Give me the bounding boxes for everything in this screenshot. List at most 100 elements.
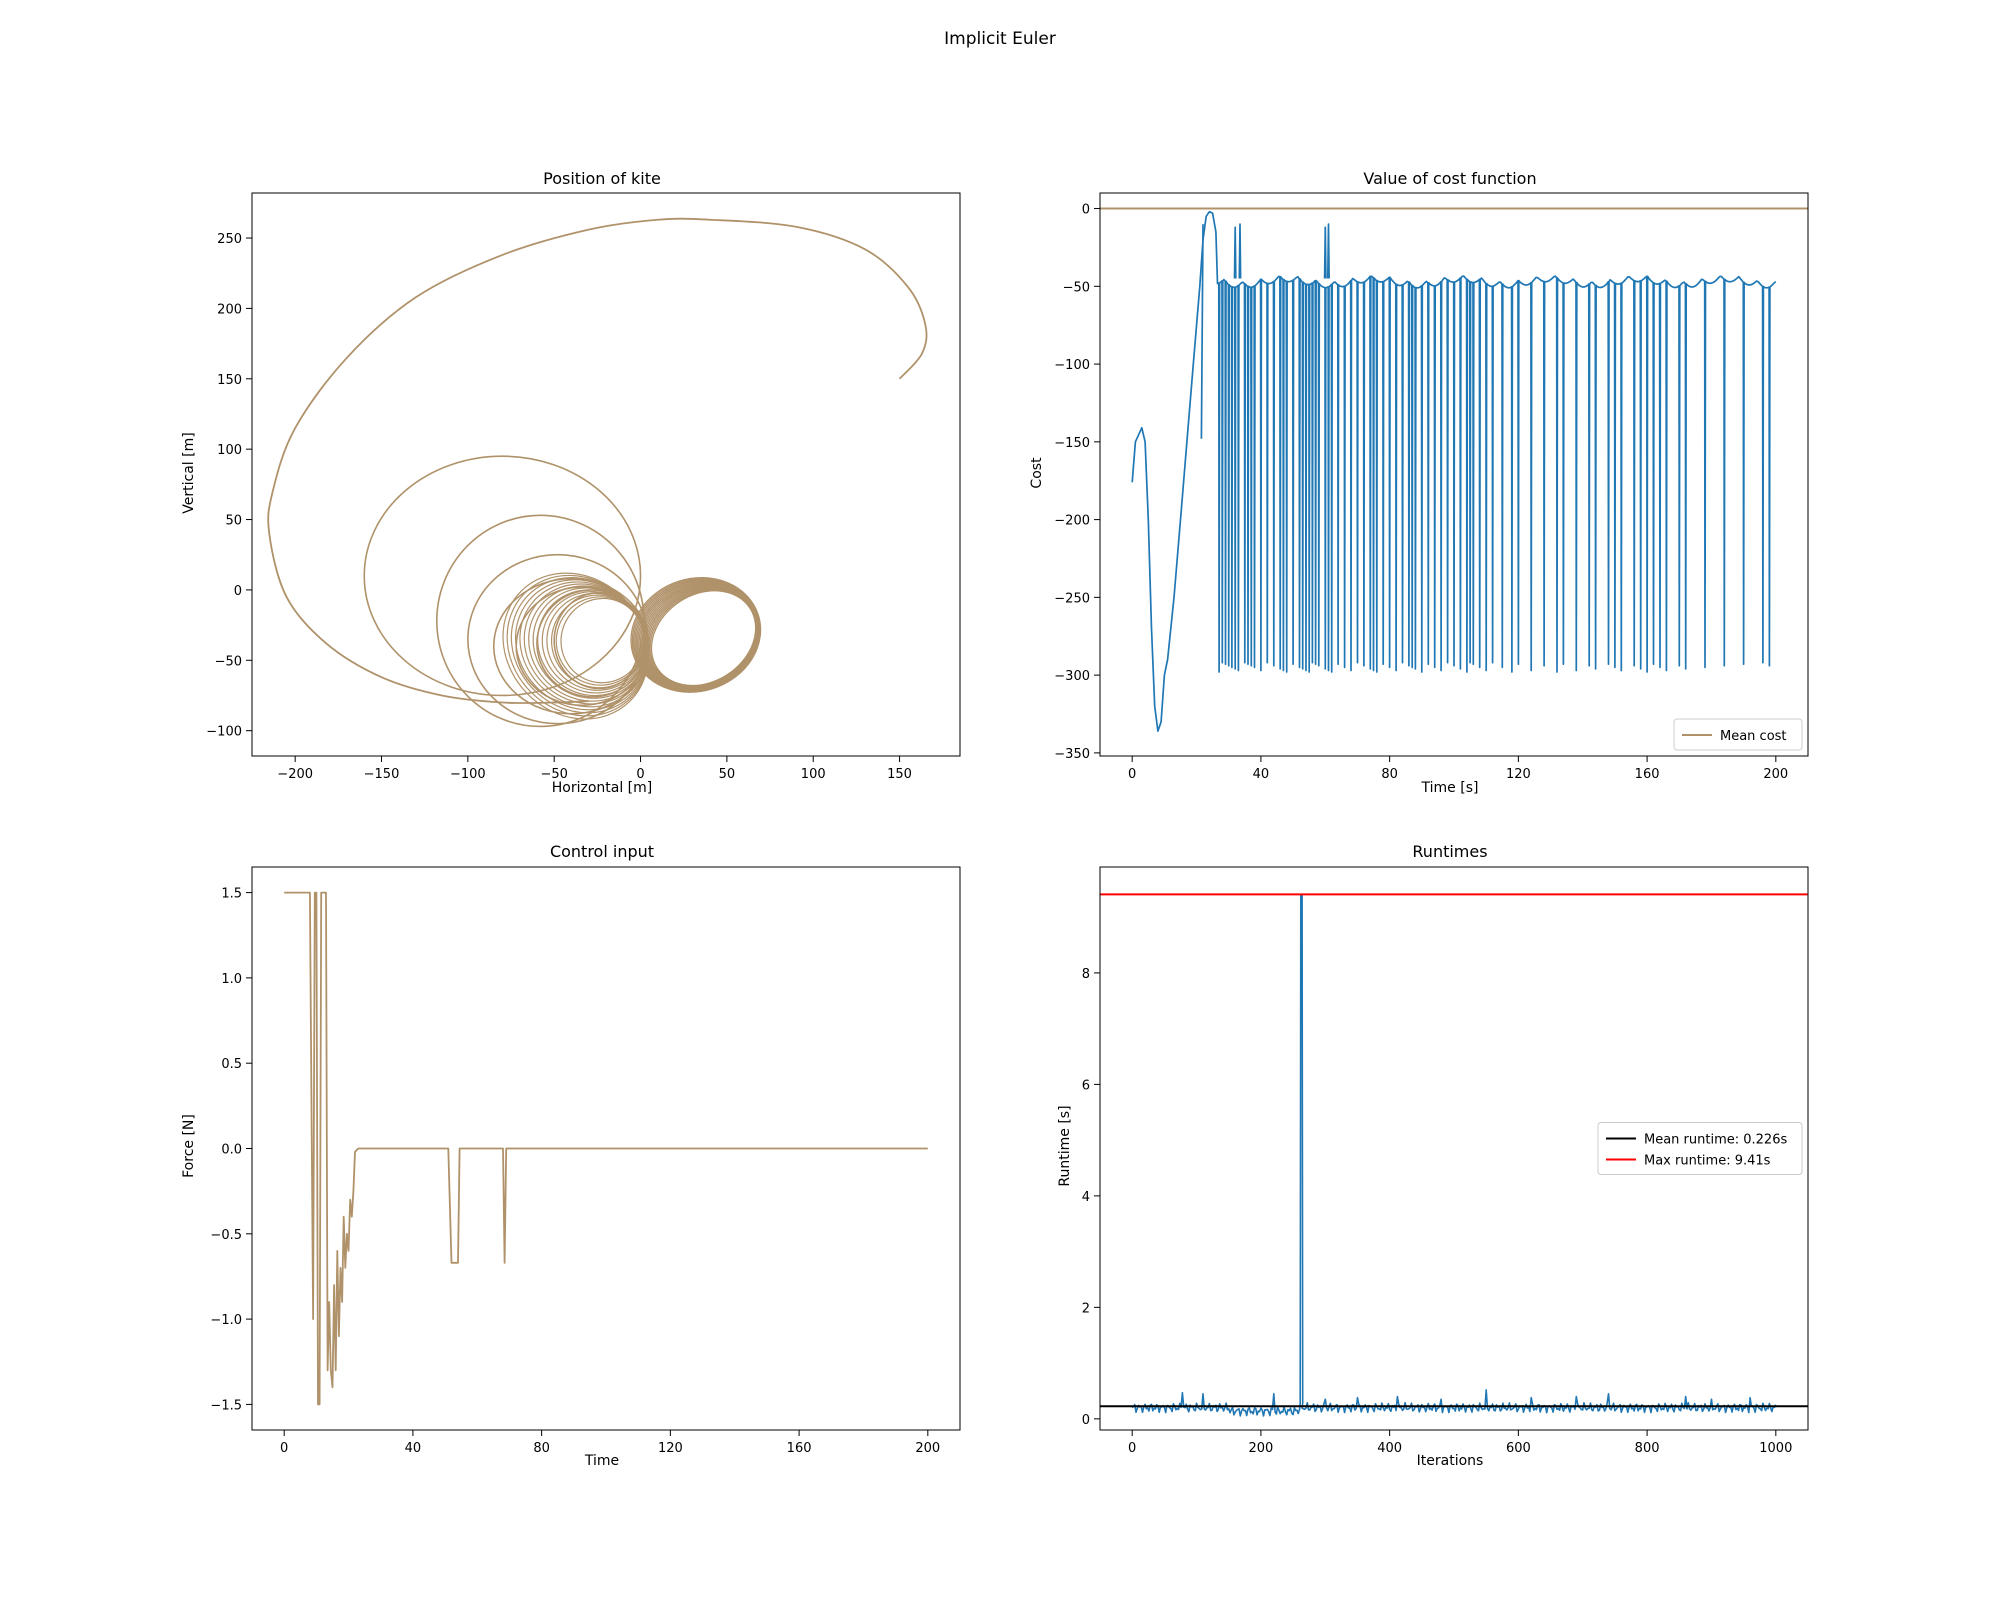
control-chart-xtick-label: 120 <box>658 1441 683 1456</box>
trajectory-outer-spiral <box>267 217 928 704</box>
cost-chart-xtick-label: 200 <box>1763 767 1788 782</box>
position-chart-xtick-label: −200 <box>277 767 313 782</box>
cost-chart-ytick-label: −200 <box>1054 514 1090 529</box>
runtimes-chart-ytick-label: 6 <box>1082 1078 1090 1093</box>
cost-spike <box>1323 226 1327 279</box>
control-chart-ytick-label: −0.5 <box>210 1228 242 1243</box>
cost-chart-legend: Mean cost <box>1673 718 1803 751</box>
runtimes-chart-frame <box>1099 866 1809 1431</box>
position-chart-xtick-label: 100 <box>801 767 826 782</box>
position-chart-ytick-label: −100 <box>206 725 242 740</box>
position-chart-ytick-label: 200 <box>217 302 242 317</box>
cost-chart-ytick-label: −100 <box>1054 358 1090 373</box>
control-chart-xtick-label: 200 <box>915 1441 940 1456</box>
cost-chart-xlabel: Time [s] <box>1421 780 1479 796</box>
cost-spike <box>1326 223 1330 279</box>
cost-chart-ytick-label: −150 <box>1054 436 1090 451</box>
position-chart-frame <box>251 192 961 757</box>
position-chart-ylabel: Vertical [m] <box>181 432 197 513</box>
cost-chart-legend-label: Mean cost <box>1720 729 1787 744</box>
control-chart-xlabel: Time <box>584 1453 619 1469</box>
runtimes-chart-ytick-label: 0 <box>1082 1413 1090 1428</box>
position-chart-title: Position of kite <box>543 169 661 188</box>
cost-chart-legend-box <box>1673 718 1803 751</box>
runtimes-chart-xlabel: Iterations <box>1417 1453 1484 1469</box>
position-chart-xtick-label: −100 <box>450 767 486 782</box>
runtimes-chart-xtick-label: 800 <box>1635 1441 1660 1456</box>
cost-chart-ytick-label: −350 <box>1054 747 1090 762</box>
cost-chart-frame <box>1099 192 1809 757</box>
cost-spike <box>1233 226 1237 279</box>
control-chart-xtick-label: 160 <box>787 1441 812 1456</box>
cost-spike <box>1200 224 1204 439</box>
position-chart-xlabel: Horizontal [m] <box>552 780 653 796</box>
runtimes-chart-ytick-label: 2 <box>1082 1301 1090 1316</box>
control-chart-ytick-label: −1.0 <box>210 1313 242 1328</box>
position-chart-ytick-label: 0 <box>234 584 242 599</box>
position-chart-ytick-label: 100 <box>217 443 242 458</box>
trajectory-inner-loop <box>502 572 649 720</box>
control-chart: Control input Time Force [N] 0 40 80 120 160… <box>181 842 961 1469</box>
position-chart-ytick-label: −50 <box>215 654 242 669</box>
position-chart-series-group <box>267 217 928 728</box>
runtimes-chart-ytick-label: 4 <box>1082 1190 1090 1205</box>
trajectory-inner-loop <box>550 594 646 689</box>
position-chart-ytick-label: 50 <box>225 514 242 529</box>
control-chart-ytick-label: 0.5 <box>221 1057 242 1072</box>
position-chart-ytick-label: 250 <box>217 232 242 247</box>
cost-chart-ytick-label: 0 <box>1082 203 1090 218</box>
control-chart-ytick-label: −1.5 <box>210 1398 242 1413</box>
cost-spike <box>1238 223 1242 279</box>
figure-title: Implicit Euler <box>944 29 1056 49</box>
runtimes-chart: Runtimes Iterations Runtime [s] 0 200 400 6… <box>1057 842 1809 1469</box>
cost-chart-xtick-label: 160 <box>1635 767 1660 782</box>
trajectory-inner-loop <box>546 592 647 691</box>
control-chart-series-group <box>284 891 928 1406</box>
runtimes-chart-xtick-label: 600 <box>1506 1441 1531 1456</box>
cost-series-line <box>1131 210 1777 732</box>
trajectory-lobe-loop <box>650 590 757 687</box>
cost-chart-xtick-label: 120 <box>1506 767 1531 782</box>
position-chart-xtick-label: 0 <box>636 767 644 782</box>
control-chart-xtick-label: 40 <box>405 1441 422 1456</box>
position-chart-xtick-label: −50 <box>540 767 567 782</box>
runtimes-chart-xtick-label: 200 <box>1248 1441 1273 1456</box>
runtimes-chart-xtick-label: 1000 <box>1759 1441 1792 1456</box>
runtimes-chart-ylabel: Runtime [s] <box>1057 1105 1073 1186</box>
runtimes-chart-xtick-label: 0 <box>1128 1441 1136 1456</box>
control-chart-xtick-label: 0 <box>280 1441 288 1456</box>
control-chart-ytick-label: 1.0 <box>221 972 242 987</box>
position-chart: Position of kite Horizontal [m] Vertical… <box>181 169 961 796</box>
cost-chart-ytick-label: −300 <box>1054 669 1090 684</box>
control-chart-ytick-label: 1.5 <box>221 887 242 902</box>
cost-chart-title: Value of cost function <box>1363 169 1536 188</box>
cost-chart-ytick-label: −50 <box>1063 280 1090 295</box>
cost-chart-xtick-label: 40 <box>1253 767 1270 782</box>
control-chart-plot-area: 0 40 80 120 160 200 −1.5 −1.0 −0.5 0.0 0.5 1.0 1.5 <box>210 866 961 1456</box>
cost-chart: Value of cost function Time [s] Cost 0 40… <box>1029 169 1809 796</box>
cost-chart-xtick-label: 0 <box>1128 767 1136 782</box>
cost-chart-ylabel: Cost <box>1029 457 1045 489</box>
runtimes-chart-legend-label: Mean runtime: 0.226s <box>1644 1133 1787 1148</box>
position-chart-ytick-label: 150 <box>217 373 242 388</box>
position-chart-plot-area: −200 −150 −100 −50 0 50 100 150 −100 −50 0 50 100 150… <box>206 192 961 782</box>
cost-chart-ytick-label: −250 <box>1054 591 1090 606</box>
control-chart-xtick-label: 80 <box>533 1441 550 1456</box>
cost-chart-xtick-label: 80 <box>1381 767 1398 782</box>
control-chart-ytick-label: 0.0 <box>221 1143 242 1158</box>
position-chart-xtick-label: 50 <box>719 767 736 782</box>
position-chart-xtick-label: −150 <box>364 767 400 782</box>
trajectory-inner-loop <box>560 597 645 684</box>
cost-chart-plot-area: 0 40 80 120 160 200 0 −50 −100 −150 −200 −250 −300 −3… <box>1054 192 1809 782</box>
runtimes-chart-legend: Mean runtime: 0.226s Max runtime: 9.41s <box>1597 1122 1803 1175</box>
runtimes-chart-ytick-label: 8 <box>1082 967 1090 982</box>
control-chart-frame <box>251 866 961 1431</box>
control-chart-ylabel: Force [N] <box>181 1114 197 1178</box>
runtimes-chart-title: Runtimes <box>1412 842 1487 861</box>
runtimes-chart-legend-label: Max runtime: 9.41s <box>1644 1154 1771 1169</box>
trajectory-loop <box>492 577 650 715</box>
trajectory-inner-loop <box>555 596 646 686</box>
runtimes-chart-plot-area: 0 200 400 600 800 1000 0 2 4 6 8 Mean runtime: 0.22… <box>1082 866 1809 1456</box>
control-series-line <box>284 891 928 1406</box>
